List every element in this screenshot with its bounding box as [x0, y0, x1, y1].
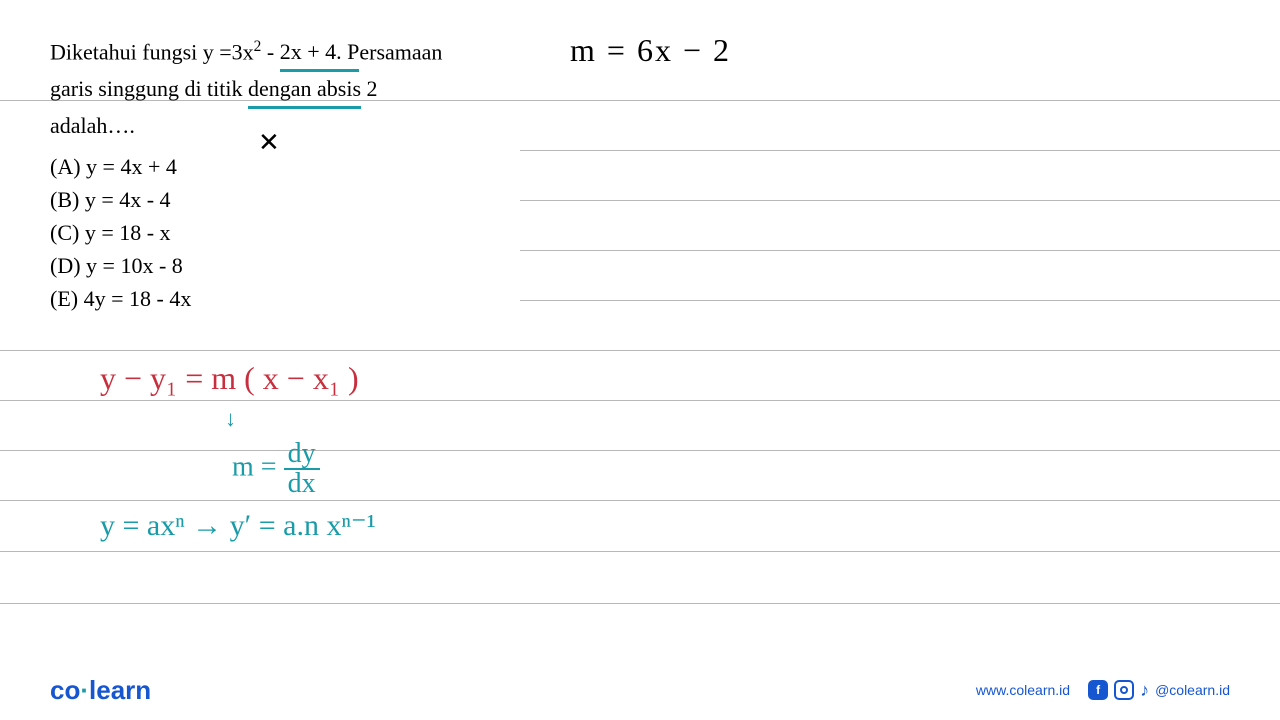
option-d: (D) y = 10x - 8	[50, 249, 550, 282]
footer-right: www.colearn.id f ♪ @colearn.id	[976, 680, 1230, 701]
tiktok-icon: ♪	[1140, 680, 1149, 701]
option-c: (C) y = 18 - x	[50, 216, 550, 249]
q-line2-a: garis singgung di titik	[50, 76, 248, 101]
footer: co·learn www.colearn.id f ♪ @colearn.id	[0, 660, 1280, 720]
q-line3: adalah….	[50, 109, 550, 142]
logo-co: co	[50, 675, 80, 705]
instagram-icon	[1114, 680, 1134, 700]
q-line1-a: Diketahui fungsi y =3x	[50, 39, 254, 64]
x-mark-annotation: ✕	[258, 128, 280, 158]
social-handle: @colearn.id	[1155, 682, 1230, 698]
question-text: Diketahui fungsi y =3x 2 - 2x + 4. Persam…	[50, 35, 550, 315]
q-underlined-1: 2x + 4. P	[280, 35, 360, 72]
frac-numerator: dy	[284, 440, 320, 470]
option-a: (A) y = 4x + 4	[50, 150, 550, 183]
dy-dx-fraction: dy dx	[284, 440, 320, 498]
derivative-result: m = 6x − 2	[570, 32, 731, 69]
arrow-down-icon: ↓	[225, 406, 236, 432]
facebook-icon: f	[1088, 680, 1108, 700]
frac-denominator: dx	[284, 470, 320, 498]
option-e: (E) 4y = 18 - 4x	[50, 282, 550, 315]
m-equals: m =	[232, 451, 277, 482]
power-rule-formula: y = axⁿ → y′ = a.n xⁿ⁻¹	[100, 508, 376, 543]
logo-learn: learn	[89, 675, 151, 705]
q-line1-c: ersamaan	[359, 39, 442, 64]
answer-options: (A) y = 4x + 4 (B) y = 4x - 4 (C) y = 18…	[50, 150, 550, 315]
q-line2-b: 2	[361, 76, 378, 101]
colearn-logo: co·learn	[50, 675, 151, 706]
q-underlined-2: dengan absis	[248, 72, 361, 109]
social-icons: f ♪ @colearn.id	[1088, 680, 1230, 701]
q-line1-b: -	[261, 39, 279, 64]
option-b: (B) y = 4x - 4	[50, 183, 550, 216]
website-url: www.colearn.id	[976, 682, 1070, 698]
slope-definition: m = dy dx	[232, 440, 320, 498]
logo-dot: ·	[80, 675, 89, 705]
tangent-line-formula: y − y₁ = m ( x − x₁ )	[100, 360, 359, 397]
